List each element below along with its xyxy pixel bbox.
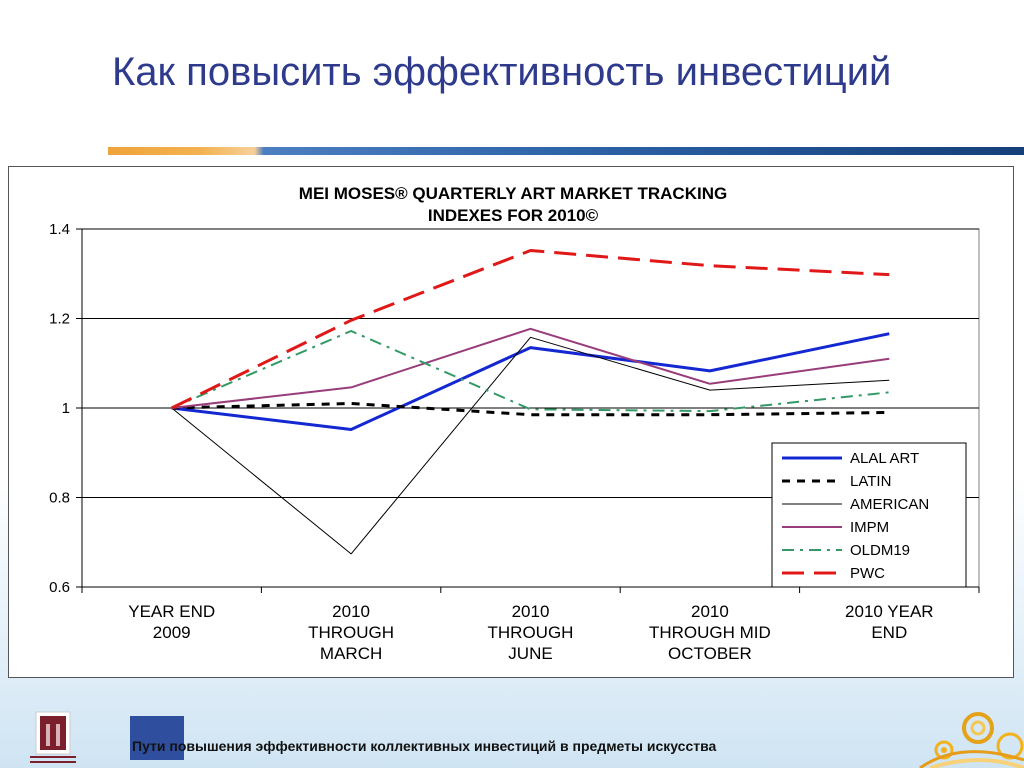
decorative-swirl xyxy=(919,712,1024,768)
legend-label: ALAL ART xyxy=(850,450,919,467)
chart-title-line2: INDEXES FOR 2010© xyxy=(428,206,599,225)
footer-text: Пути повышения эффективности коллективны… xyxy=(132,738,717,754)
series-line-impm xyxy=(171,327,890,409)
y-tick-label: 0.6 xyxy=(49,579,70,596)
y-tick-label: 1.2 xyxy=(49,311,70,328)
legend-label: PWC xyxy=(850,565,885,582)
organization-logo xyxy=(30,711,76,763)
y-tick-label: 1.4 xyxy=(49,221,70,238)
chart-frame: MEI MOSES® QUARTERLY ART MARKET TRACKING… xyxy=(8,166,1014,678)
legend-label: AMERICAN xyxy=(850,496,929,513)
legend-box xyxy=(771,442,967,588)
legend: ALAL ART LATIN AMERICAN IMPM OLDM19 PWC xyxy=(771,442,967,588)
series-line-american xyxy=(171,336,890,555)
y-tick-label: 0.8 xyxy=(49,490,70,507)
series-line-alal-art xyxy=(171,332,890,431)
x-tick-label: YEAR END 2009 xyxy=(128,602,215,642)
series-line-pwc xyxy=(171,249,890,410)
slide-title: Как повысить эффективность инвестиций xyxy=(112,50,892,94)
x-tick-label: 2010 THROUGH MID OCTOBER xyxy=(649,602,771,663)
legend-label: IMPM xyxy=(850,519,889,536)
chart: MEI MOSES® QUARTERLY ART MARKET TRACKING… xyxy=(49,184,980,663)
footer-accent-square xyxy=(130,716,184,760)
legend-label: OLDM19 xyxy=(850,542,910,559)
x-tick-label: 2010 YEAR END xyxy=(845,602,934,642)
x-tick-label: 2010 THROUGH JUNE xyxy=(488,602,574,663)
y-tick-label: 1 xyxy=(62,400,70,417)
plot-area: 0.6 0.8 1 1.2 1.4 YEAR END 2009 2010 THROUGH MARC… xyxy=(49,221,980,663)
accent-bar xyxy=(108,147,1024,155)
x-tick-label: 2010 THROUGH MARCH xyxy=(308,602,394,663)
series-line-oldm19 xyxy=(171,330,890,413)
legend-label: LATIN xyxy=(850,473,891,490)
chart-title-line1: MEI MOSES® QUARTERLY ART MARKET TRACKING xyxy=(299,184,727,203)
